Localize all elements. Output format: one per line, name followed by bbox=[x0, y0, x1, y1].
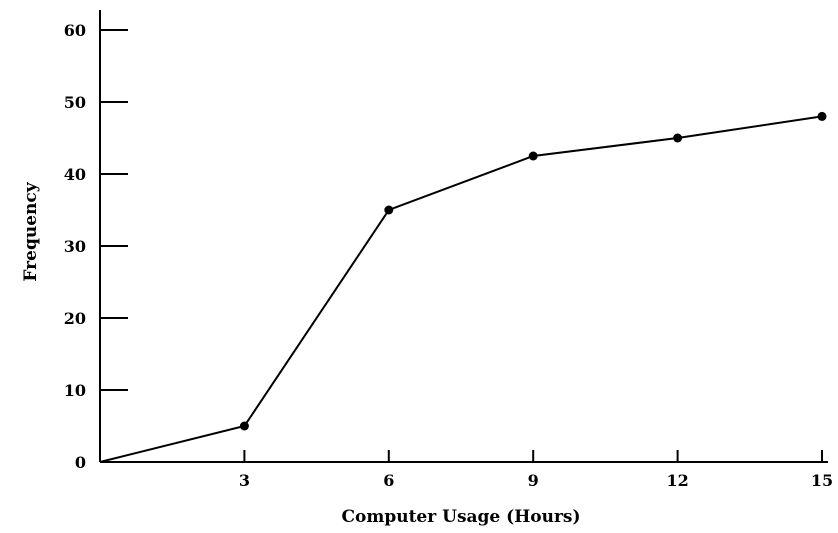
y-axis-ticks: 0 10 20 30 40 50 60 bbox=[64, 21, 128, 472]
x-tick-label: 12 bbox=[666, 471, 688, 490]
x-tick-label: 15 bbox=[811, 471, 833, 490]
series-line bbox=[99, 115, 823, 463]
data-point bbox=[528, 151, 538, 161]
y-tick-label: 50 bbox=[64, 93, 86, 112]
series-layer bbox=[99, 111, 827, 463]
y-tick-label: 30 bbox=[64, 237, 86, 256]
y-tick-label: 20 bbox=[64, 309, 86, 328]
data-point bbox=[817, 111, 827, 121]
y-tick-label: 40 bbox=[64, 165, 86, 184]
data-point bbox=[384, 205, 394, 215]
data-point bbox=[673, 133, 683, 143]
x-tick-label: 9 bbox=[528, 471, 539, 490]
y-axis-title: Frequency bbox=[21, 181, 41, 281]
axes bbox=[99, 10, 828, 463]
data-point bbox=[239, 421, 249, 431]
x-axis-ticks: 3 6 9 12 15 bbox=[239, 450, 833, 490]
y-tick-label: 0 bbox=[75, 453, 86, 472]
y-tick-label: 60 bbox=[64, 21, 86, 40]
y-tick-label: 10 bbox=[64, 381, 86, 400]
x-tick-label: 6 bbox=[383, 471, 394, 490]
x-tick-label: 3 bbox=[239, 471, 250, 490]
x-axis-title: Computer Usage (Hours) bbox=[341, 507, 580, 527]
